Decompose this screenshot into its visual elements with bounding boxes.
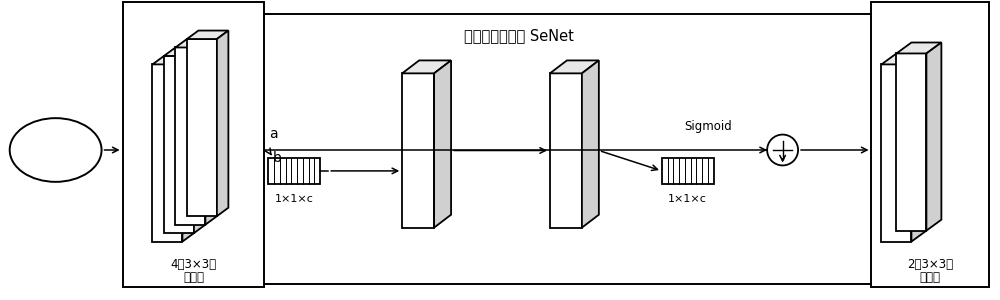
Polygon shape — [268, 158, 320, 184]
Polygon shape — [911, 53, 926, 242]
Polygon shape — [550, 74, 582, 228]
Polygon shape — [164, 56, 194, 233]
Polygon shape — [194, 47, 205, 233]
Polygon shape — [896, 43, 941, 53]
Polygon shape — [217, 31, 228, 216]
Polygon shape — [402, 74, 434, 228]
Text: Sigmoid: Sigmoid — [684, 120, 732, 133]
Polygon shape — [158, 14, 879, 284]
Polygon shape — [550, 60, 599, 74]
Text: c/t: c/t — [420, 176, 434, 186]
Polygon shape — [182, 56, 194, 242]
Polygon shape — [881, 53, 926, 64]
Polygon shape — [175, 39, 217, 47]
Polygon shape — [434, 60, 451, 228]
Ellipse shape — [10, 118, 102, 182]
Polygon shape — [187, 31, 228, 39]
Text: 卷积层: 卷积层 — [183, 271, 204, 284]
Polygon shape — [582, 60, 599, 228]
Polygon shape — [871, 2, 989, 287]
Text: a: a — [269, 127, 278, 141]
Text: b: b — [272, 151, 281, 165]
Text: 4层3×3全: 4层3×3全 — [170, 258, 216, 271]
Polygon shape — [123, 2, 264, 287]
Polygon shape — [926, 43, 941, 231]
Text: 1×1×c: 1×1×c — [668, 194, 707, 204]
Text: 1×1×: 1×1× — [412, 148, 442, 159]
Text: 2层3×3全: 2层3×3全 — [907, 258, 953, 271]
Polygon shape — [152, 56, 194, 64]
Text: 通道注意力机制 SeNet: 通道注意力机制 SeNet — [464, 28, 574, 43]
Text: 卷积层: 卷积层 — [920, 271, 941, 284]
Polygon shape — [662, 158, 714, 184]
Polygon shape — [175, 47, 205, 225]
Polygon shape — [896, 53, 926, 231]
Polygon shape — [402, 60, 451, 74]
Polygon shape — [881, 64, 911, 242]
Polygon shape — [152, 64, 182, 242]
Polygon shape — [164, 47, 205, 56]
Circle shape — [767, 135, 798, 165]
Text: 1×1×c: 1×1×c — [275, 194, 314, 204]
Polygon shape — [205, 39, 217, 225]
Polygon shape — [187, 39, 217, 216]
Text: ReLu: ReLu — [413, 110, 441, 123]
Text: 对齐特征图: 对齐特征图 — [39, 145, 72, 155]
